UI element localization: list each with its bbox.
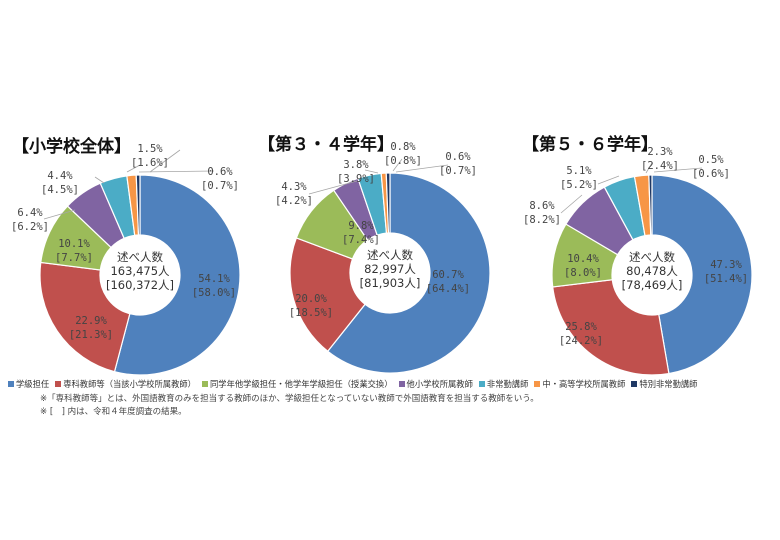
legend-label: 中・高等学校所属教師 (542, 379, 626, 389)
chart-title: 【小学校全体】 (12, 136, 131, 157)
data-label: 0.5% [0.6%] (692, 154, 730, 180)
data-label: 22.9% [21.3%] (69, 315, 113, 341)
leader-line (560, 194, 583, 214)
leader-line (149, 149, 181, 173)
footnote-specialist: ※「専科教師等」とは、外国語教育のみを担当する教師のほか、学級担任となっていない… (40, 394, 539, 404)
leader-line (308, 180, 358, 195)
legend-label: 特別非常勤講師 (639, 379, 698, 389)
data-label: 4.3% [4.2%] (275, 181, 313, 207)
chart-title: 【第５・６学年】 (522, 134, 658, 155)
legend-item: 非常勤講師 (478, 378, 529, 390)
data-label: 8.6% [8.2%] (523, 200, 561, 226)
pie-chart-3: 【第５・６学年】 47.3% [51.4%] 25.8% [24.2%] 10.4% [8.… (522, 134, 753, 376)
data-label: 10.1% [7.7%] (55, 238, 93, 264)
pie-slice (651, 174, 753, 375)
data-label: 0.8% [0.8%] (384, 141, 422, 167)
data-label: 6.4% [6.2%] (11, 207, 49, 233)
chart-title: 【第３・４学年】 (258, 134, 394, 155)
leader-line (395, 164, 449, 173)
leader-line (126, 164, 141, 173)
data-label: 4.4% [4.5%] (41, 170, 79, 196)
leader-line (653, 167, 703, 173)
data-label: 9.8% [7.4%] (342, 220, 380, 246)
leader-line (364, 169, 379, 174)
data-label: 54.1% [58.0%] (192, 273, 236, 299)
legend-item: 学級担任 (8, 378, 49, 390)
data-label: 25.8% [24.2%] (559, 321, 603, 347)
pie-slice (113, 174, 241, 376)
pie-chart-2: 【第３・４学年】 60.7% [64.4%] 20.0% [18.5%] 9.8% [7.4… (258, 134, 491, 374)
legend-item: 特別非常勤講師 (631, 378, 697, 390)
data-label: 2.3% [2.4%] (641, 146, 679, 172)
leader-line (94, 176, 105, 184)
leader-line (597, 175, 620, 185)
pie-slice (648, 174, 653, 236)
legend-label: 専科教師等（当該小学校所属教師） (63, 379, 196, 389)
legend-item: 専科教師等（当該小学校所属教師） (55, 378, 196, 390)
data-label: 0.6% [0.7%] (439, 151, 477, 177)
legend: 学級担任 専科教師等（当該小学校所属教師） 同学年他学級担任・他学年学級担任（授業交… (8, 378, 778, 390)
data-label: 60.7% [64.4%] (426, 269, 470, 295)
pie-slice (326, 172, 491, 374)
legend-swatch (534, 381, 541, 387)
legend-swatch (55, 381, 62, 387)
data-label: 0.6% [0.7%] (201, 166, 239, 192)
legend-label: 他小学校所属教師 (406, 379, 473, 389)
leader-line (645, 162, 653, 174)
pie-slice (289, 237, 366, 353)
pie-slice (385, 172, 391, 234)
pie-slice (552, 279, 670, 376)
center-total-label: 述べ人数 80,478人[78,469人] (622, 250, 683, 292)
legend-swatch (631, 381, 638, 387)
legend-swatch (8, 381, 14, 387)
pie-chart-1: 【小学校全体】 54.1% [58.0%] 22.9% [21.3%] 10.1% [7.7… (11, 136, 241, 376)
data-label: 1.5% [1.6%] (131, 143, 169, 169)
center-total-label: 述べ人数 82,997人[81,903人] (360, 248, 421, 290)
leader-line (43, 209, 76, 220)
legend-label: 同学年他学級担任・他学年学級担任（授業交換） (209, 379, 393, 389)
legend-item: 他小学校所属教師 (398, 378, 473, 390)
leader-line (138, 170, 215, 173)
legend-item: 中・高等学校所属教師 (534, 378, 625, 390)
data-label: 47.3% [51.4%] (704, 259, 748, 285)
legend-label: 学級担任 (16, 379, 50, 389)
center-total-label: 述べ人数 163,475人[160,372人] (106, 250, 174, 292)
pie-slice (39, 261, 131, 373)
data-label: 3.8% [3.9%] (337, 159, 375, 185)
data-label: 5.1% [5.2%] (560, 165, 598, 191)
legend-swatch (201, 381, 208, 387)
legend-swatch (478, 381, 485, 387)
legend-item: 同学年他学級担任・他学年学級担任（授業交換） (201, 378, 393, 390)
footnote-previous-survey: ※ [ ] 内は、令和４年度調査の結果。 (40, 407, 187, 417)
pie-slice (135, 174, 141, 236)
data-label: 20.0% [18.5%] (289, 293, 333, 319)
leader-line (392, 158, 403, 172)
legend-swatch (398, 381, 405, 387)
legend-label: 非常勤講師 (486, 379, 529, 389)
data-label: 10.4% [8.0%] (564, 253, 602, 279)
